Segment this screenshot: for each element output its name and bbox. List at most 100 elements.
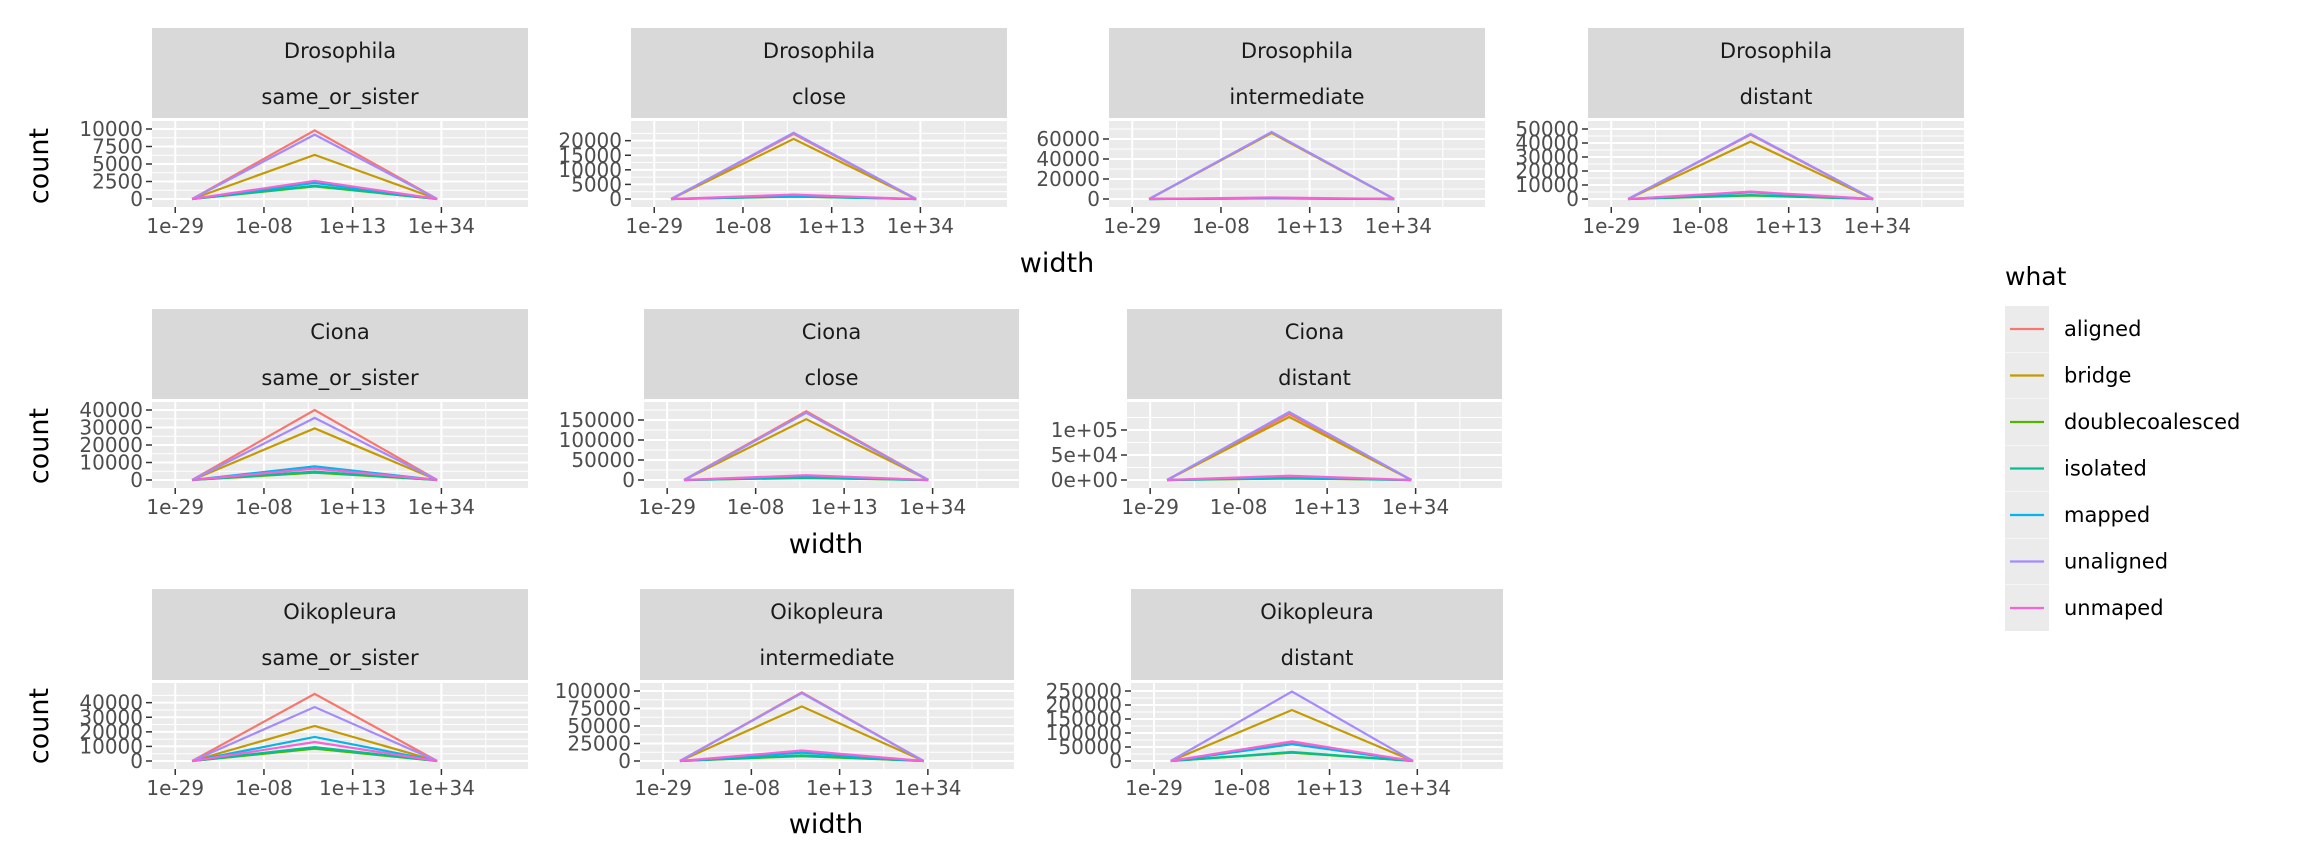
x-tick-label: 1e+34 [408, 214, 475, 238]
legend-label: mapped [2064, 503, 2150, 527]
x-tick-label: 1e-29 [634, 776, 692, 800]
x-tick-label: 1e+13 [319, 776, 386, 800]
facet-label-organism: Ciona [1285, 320, 1345, 344]
y-tick-label: 40000 [79, 691, 143, 715]
x-tick-label: 1e+13 [806, 776, 873, 800]
panel-oikopleura-distant: Oikopleura distant 1e-29 1e-08 1e+13 1e+34 050… [1046, 589, 1503, 800]
y-tick-label: 30000 [1515, 145, 1579, 169]
series-line-unmaped [1628, 190, 1874, 201]
legend: what aligned bridge doublecoalesced isolate… [2005, 262, 2240, 631]
series-line-unmaped [1170, 740, 1414, 763]
x-tick-label: 1e+34 [1844, 214, 1911, 238]
y-tick-label: 50000 [1515, 117, 1579, 141]
x-tick-label: 1e-29 [625, 214, 683, 238]
facet-label-category: same_or_sister [261, 85, 419, 110]
y-tick-label: 10000 [1515, 173, 1579, 197]
x-tick-label: 1e+34 [1365, 214, 1432, 238]
x-axis-title-row-2: width [789, 529, 863, 560]
panel-drosophila-intermediate: Drosophila intermediate 1e-29 1e-08 1e+13 1e+… [1036, 28, 1485, 238]
y-axis-title-row-1: count [24, 128, 55, 204]
facet-strip [1127, 309, 1502, 399]
series-line-isolated [1170, 750, 1414, 763]
x-tick-label: 1e-29 [1103, 214, 1161, 238]
x-tick-label: 1e-08 [723, 776, 781, 800]
legend-entry-bridge: bridge [2005, 352, 2131, 399]
y-tick-label: 0 [618, 749, 631, 773]
series-line-bridge [670, 137, 917, 200]
series-line-bridge [191, 153, 438, 201]
x-axis-title-row-3: width [789, 809, 863, 840]
facet-label-category: same_or_sister [261, 646, 419, 671]
y-tick-label: 60000 [1036, 127, 1100, 151]
x-tick-label: 1e+13 [1296, 776, 1363, 800]
facet-strip [1109, 28, 1485, 118]
y-tick-label: 2500 [92, 170, 143, 194]
series-line-unaligned [670, 131, 917, 200]
x-tick-label: 1e-29 [146, 776, 204, 800]
series-line-aligned [191, 129, 438, 200]
legend-label: unmaped [2064, 596, 2164, 620]
x-tick-label: 1e+13 [1276, 214, 1343, 238]
x-tick-label: 1e-29 [146, 214, 204, 238]
x-tick-label: 1e+13 [811, 495, 878, 519]
series-line-bridge [679, 705, 925, 763]
panel-background [631, 121, 1007, 207]
facet-label-organism: Drosophila [284, 39, 396, 63]
y-tick-label: 100000 [559, 428, 635, 452]
series-line-unaligned [191, 133, 438, 200]
y-tick-label: 50000 [1058, 735, 1122, 759]
facet-label-organism: Ciona [802, 320, 862, 344]
facet-strip [1588, 28, 1964, 118]
x-tick-label: 1e+34 [408, 776, 475, 800]
panel-background [1109, 121, 1485, 207]
x-tick-label: 1e+34 [899, 495, 966, 519]
y-tick-label: 50000 [571, 448, 635, 472]
series-line-mapped [191, 735, 438, 763]
y-tick-label: 10000 [79, 734, 143, 758]
x-tick-label: 1e-08 [727, 495, 785, 519]
series-line-unaligned [1627, 132, 1874, 200]
facet-label-category: distant [1281, 646, 1354, 670]
y-tick-label: 10000 [79, 117, 143, 141]
x-tick-label: 1e+34 [408, 495, 475, 519]
facet-label-category: same_or_sister [261, 366, 419, 391]
x-tick-label: 1e+34 [887, 214, 954, 238]
y-tick-label: 20000 [558, 129, 622, 153]
x-tick-label: 1e-08 [1210, 495, 1268, 519]
y-tick-label: 50000 [567, 714, 631, 738]
y-tick-label: 100000 [555, 679, 631, 703]
x-tick-label: 1e-08 [235, 495, 293, 519]
panel-oikopleura-intermediate: Oikopleura intermediate 1e-29 1e-08 1e+13 1e+… [555, 589, 1014, 800]
panel-oikopleura-same-or-sister: Oikopleura same_or_sister 1e-29 1e-08 1e+13 1… [79, 589, 528, 800]
facet-label-organism: Oikopleura [283, 600, 397, 624]
series-line-bridge [1627, 140, 1874, 200]
facet-label-category: distant [1278, 366, 1351, 390]
x-tick-label: 1e-29 [1121, 495, 1179, 519]
legend-title: what [2005, 262, 2067, 291]
facet-strip [1131, 589, 1503, 680]
x-tick-label: 1e+34 [1384, 776, 1451, 800]
y-tick-label: 10000 [79, 451, 143, 475]
panel-background [1127, 402, 1502, 488]
y-tick-label: 100000 [1046, 721, 1122, 745]
panel-background [644, 402, 1019, 488]
y-axis-title-row-3: count [24, 688, 55, 764]
x-tick-label: 1e-08 [714, 214, 772, 238]
series-line-bridge [191, 724, 438, 763]
legend-entry-unaligned: unaligned [2005, 538, 2168, 585]
panel-ciona-same-or-sister: Ciona same_or_sister 1e-29 1e-08 1e+13 1e+34 0… [79, 309, 528, 519]
series-line-unmaped [679, 749, 924, 763]
panel-drosophila-close: Drosophila close 1e-29 1e-08 1e+13 1e+34 05000… [558, 28, 1007, 238]
facet-label-organism: Drosophila [1720, 39, 1832, 63]
facet-label-category: close [792, 85, 846, 109]
x-tick-label: 1e+13 [1294, 495, 1361, 519]
panel-drosophila-distant: Drosophila distant 1e-29 1e-08 1e+13 1e+34 010… [1515, 28, 1964, 238]
facet-label-category: distant [1740, 85, 1813, 109]
x-tick-label: 1e+13 [319, 495, 386, 519]
facet-label-category: intermediate [759, 646, 894, 670]
series-line-aligned [191, 408, 438, 481]
facet-strip [640, 589, 1014, 680]
legend-label: aligned [2064, 317, 2141, 341]
legend-label: bridge [2064, 364, 2131, 388]
